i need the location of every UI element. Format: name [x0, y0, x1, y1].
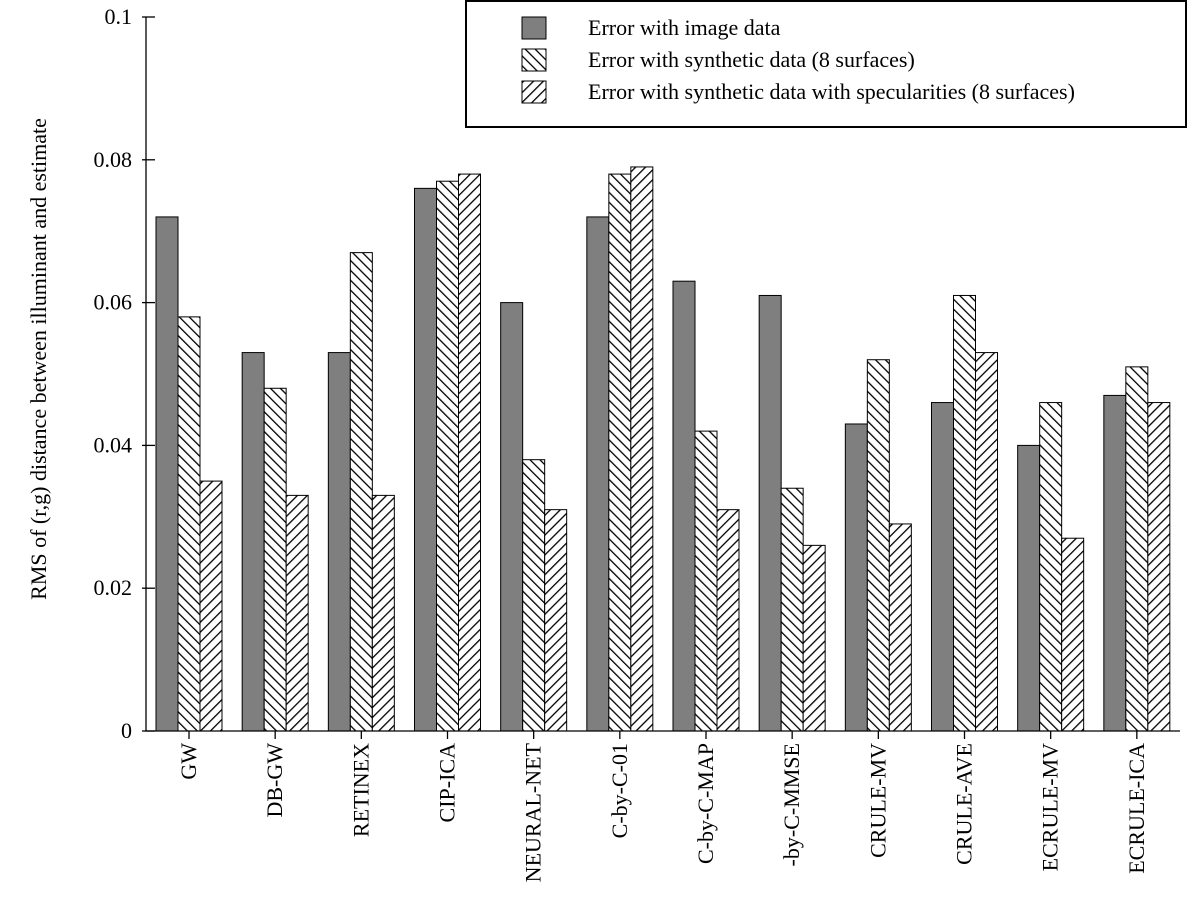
bar-crule-mv-series-2: [866, 359, 890, 732]
x-tick-label-gw: GW: [176, 743, 201, 780]
bar-retinex-series-3: [371, 494, 395, 732]
bar-ecrule-mv-series-1: [1017, 444, 1041, 732]
bar-db-gw-series-2: [263, 387, 287, 732]
bar-c-by-c-map-series-2: [694, 430, 718, 732]
bar-gw-series-2: [177, 316, 201, 732]
x-tick-label-ecrule-ica: ECRULE-ICA: [1124, 743, 1149, 874]
legend-box: [465, 0, 1187, 128]
bar-ecrule-ica-series-2: [1125, 366, 1149, 732]
legend-swatch-2: [521, 48, 547, 72]
x-tick-label-crule-mv: CRULE-MV: [865, 743, 890, 858]
legend: Error with image data Error with syntheti…: [465, 0, 1187, 128]
legend-label-3: Error with synthetic data with speculari…: [588, 79, 1075, 104]
legend-label-2: Error with synthetic data (8 surfaces): [588, 47, 915, 72]
bar-gw-series-3: [199, 480, 223, 732]
legend-label-1: Error with image data: [588, 15, 781, 40]
bar-retinex-series-1: [327, 352, 351, 732]
x-tick-label-crule-ave: CRULE-AVE: [952, 743, 977, 865]
bar-crule-ave-series-2: [953, 294, 976, 732]
bar-c-by-c-01-series-2: [608, 173, 632, 732]
x-tick-label-ecrule-mv: ECRULE-MV: [1038, 743, 1063, 871]
bar-by-c-mmse-series-3: [802, 544, 826, 732]
y-tick-label: 0.04: [94, 432, 133, 457]
x-tick-label-neural-net: NEURAL-NET: [521, 742, 546, 882]
bar-crule-mv-series-1: [844, 423, 868, 732]
bar-cip-ica-series-3: [458, 173, 481, 732]
labels-layer: 0 0.02 0.04 0.06 0.08 0.1 GW DB-GW RETINEX CIP-IC…: [26, 4, 1149, 882]
bar-ecrule-ica-series-3: [1147, 402, 1171, 732]
x-tick-label-c-by-c-01: C-by-C-01: [607, 743, 632, 838]
bar-crule-ave-series-3: [975, 352, 998, 732]
axes-layer: [142, 16, 1180, 739]
y-axis-title: RMS of (r,g) distance between illuminant…: [26, 118, 51, 600]
bar-cip-ica-series-1: [414, 187, 437, 732]
x-tick-label-c-by-c-map: C-by-C-MAP: [693, 743, 718, 864]
x-tick-label-cip-ica: CIP-ICA: [435, 743, 460, 823]
bar-by-c-mmse-series-2: [780, 487, 804, 732]
bars-layer: [155, 166, 1171, 732]
bar-c-by-c-map-series-1: [672, 280, 696, 732]
x-tick-label-by-c-mmse: -by-C-MMSE: [779, 743, 804, 866]
y-tick-label: 0.1: [105, 4, 133, 29]
bar-gw-series-1: [155, 216, 179, 732]
bar-neural-net-series-1: [500, 302, 524, 732]
y-tick-label: 0.08: [94, 147, 133, 172]
bar-crule-ave-series-1: [931, 402, 954, 732]
bar-c-by-c-01-series-3: [630, 166, 654, 732]
y-tick-label: 0.06: [94, 290, 133, 315]
bar-ecrule-mv-series-3: [1061, 537, 1085, 732]
bar-retinex-series-2: [349, 252, 373, 732]
legend-swatch-3: [521, 80, 547, 104]
bar-ecrule-mv-series-2: [1039, 402, 1063, 732]
bar-cip-ica-series-2: [436, 180, 459, 732]
bar-neural-net-series-2: [522, 459, 546, 732]
bar-db-gw-series-3: [285, 494, 309, 732]
legend-swatch-1: [521, 16, 547, 40]
x-tick-label-retinex: RETINEX: [348, 743, 373, 837]
bar-db-gw-series-1: [241, 352, 265, 732]
x-tick-label-db-gw: DB-GW: [262, 743, 287, 818]
y-tick-label: 0.02: [94, 575, 133, 600]
bar-by-c-mmse-series-1: [758, 294, 782, 732]
bar-crule-mv-series-3: [888, 523, 912, 732]
bar-c-by-c-map-series-3: [716, 509, 740, 732]
bar-neural-net-series-3: [544, 509, 568, 732]
y-tick-label: 0: [121, 718, 132, 743]
bar-ecrule-ica-series-1: [1103, 394, 1127, 732]
bar-c-by-c-01-series-1: [586, 216, 610, 732]
